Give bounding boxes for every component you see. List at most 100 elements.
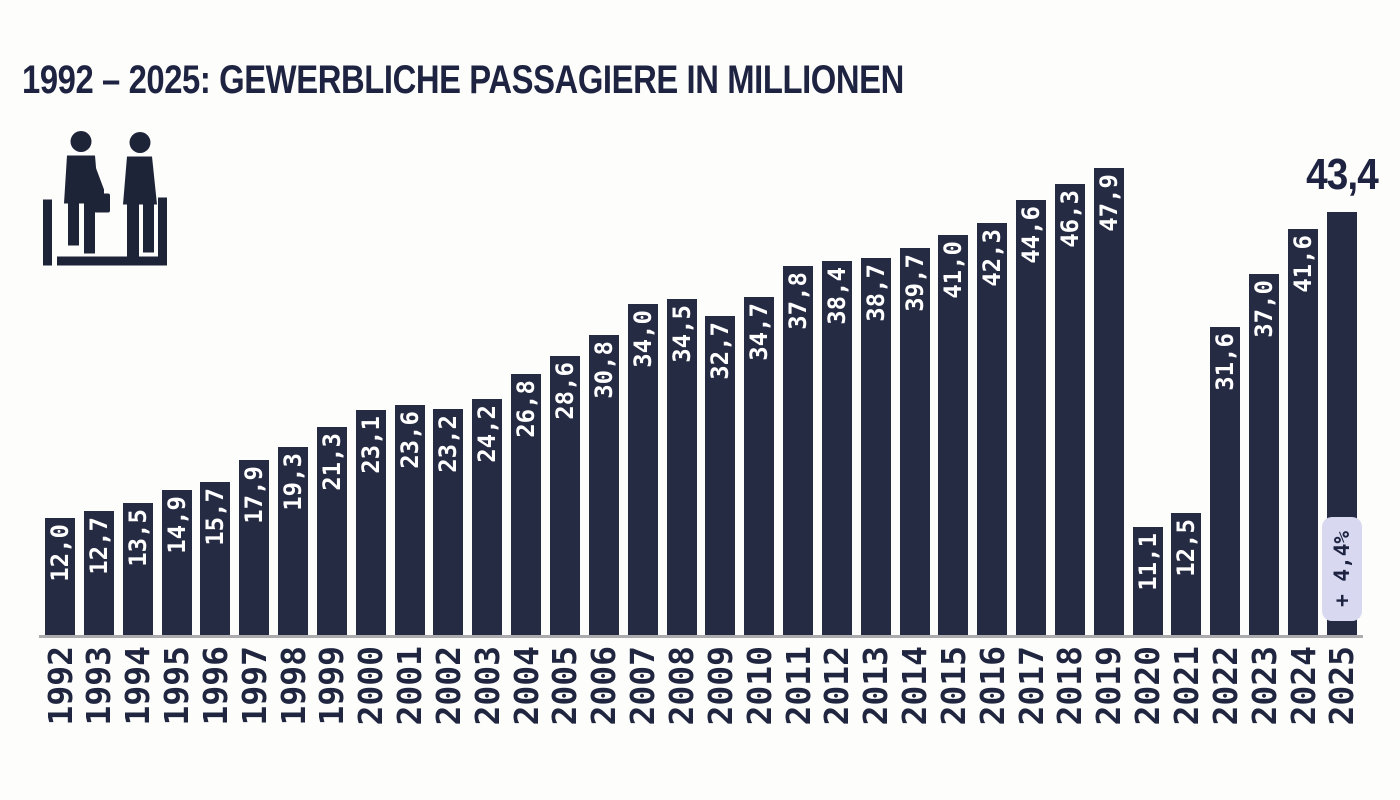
bar-value-label: 21,3 xyxy=(317,433,346,491)
bar-value-label: 14,9 xyxy=(162,496,191,554)
growth-badge: + 4,4% xyxy=(1321,517,1362,621)
x-tick-label: 1997 xyxy=(234,646,274,726)
x-tick-label: 2025 xyxy=(1322,646,1362,726)
x-tick-label: 1994 xyxy=(118,646,158,726)
bar-value-label: 37,8 xyxy=(784,272,813,330)
bar-2016: 42,3 xyxy=(977,223,1008,635)
x-tick-2010: 2010 xyxy=(740,646,779,725)
bar-1992: 12,0 xyxy=(45,518,75,635)
x-tick-label: 2002 xyxy=(428,646,468,726)
bar-value-label: 42,3 xyxy=(978,229,1007,287)
bar-value-label: 24,2 xyxy=(473,405,502,463)
x-tick-label: 2014 xyxy=(895,646,935,726)
x-tick-1994: 1994 xyxy=(118,646,157,725)
x-tick-2023: 2023 xyxy=(1245,646,1284,725)
bar-value-label: 32,7 xyxy=(706,322,735,380)
x-axis-labels: 1992 1993 1994 1995 1996 1997 1998 1999 2000 2001… xyxy=(39,646,1363,725)
x-tick-label: 2009 xyxy=(700,646,740,726)
chart-title: 1992 – 2025: GEWERBLICHE PASSAGIERE IN M… xyxy=(22,58,904,102)
bar-value-label: 23,1 xyxy=(356,416,385,474)
bar-1995: 14,9 xyxy=(161,490,192,635)
bar-1994: 13,5 xyxy=(122,503,153,635)
x-tick-label: 2005 xyxy=(545,646,585,726)
bar-2006: 30,8 xyxy=(588,335,619,635)
bar-2013: 38,7 xyxy=(860,258,891,635)
x-tick-label: 2019 xyxy=(1089,646,1129,726)
bar-value-label: 17,9 xyxy=(240,466,269,524)
x-tick-1997: 1997 xyxy=(235,646,274,725)
bar-2010: 34,7 xyxy=(744,297,775,635)
x-tick-label: 2015 xyxy=(933,646,973,726)
x-tick-2009: 2009 xyxy=(701,646,740,725)
bar-value-label: 47,9 xyxy=(1094,174,1123,232)
bar-2017: 44,6 xyxy=(1016,200,1047,635)
bar-value-label: 41,0 xyxy=(939,241,968,299)
x-tick-2018: 2018 xyxy=(1050,646,1089,725)
x-tick-label: 2020 xyxy=(1128,646,1168,726)
x-tick-1993: 1993 xyxy=(79,646,118,725)
bar-2011: 37,8 xyxy=(783,266,814,635)
x-tick-2017: 2017 xyxy=(1012,646,1051,725)
bar-2023: 37,0 xyxy=(1249,274,1280,635)
bar-2000: 23,1 xyxy=(355,410,386,635)
bar-value-label: 23,6 xyxy=(395,411,424,469)
x-tick-2013: 2013 xyxy=(856,646,895,725)
bar-value-label: 19,3 xyxy=(279,453,308,511)
x-tick-2015: 2015 xyxy=(934,646,973,725)
x-tick-label: 2016 xyxy=(972,646,1012,726)
x-tick-1992: 1992 xyxy=(41,646,80,725)
x-tick-label: 2003 xyxy=(467,646,507,726)
bar-2012: 38,4 xyxy=(821,261,852,635)
x-tick-1998: 1998 xyxy=(274,646,313,725)
x-tick-label: 2022 xyxy=(1205,646,1245,726)
bar-1993: 12,7 xyxy=(83,511,114,635)
x-tick-2016: 2016 xyxy=(973,646,1012,725)
x-tick-label: 1999 xyxy=(312,646,352,726)
x-tick-label: 2021 xyxy=(1166,646,1206,726)
x-tick-2007: 2007 xyxy=(623,646,662,725)
x-tick-2005: 2005 xyxy=(545,646,584,725)
x-tick-2001: 2001 xyxy=(390,646,429,725)
bar-2015: 41,0 xyxy=(938,235,969,635)
bar-2009: 32,7 xyxy=(705,316,736,635)
bar-value-label: 34,5 xyxy=(667,305,696,363)
x-tick-2022: 2022 xyxy=(1206,646,1245,725)
highlight-value-label: 43,4 xyxy=(1305,150,1379,199)
x-tick-2008: 2008 xyxy=(662,646,701,725)
x-tick-label: 2000 xyxy=(351,646,391,726)
bar-value-label: 15,7 xyxy=(201,488,230,546)
x-tick-2021: 2021 xyxy=(1167,646,1206,725)
bar-2001: 23,6 xyxy=(394,405,425,635)
bar-2004: 26,8 xyxy=(511,374,542,635)
plot-area: 12,0 12,7 13,5 14,9 15,7 17,9 19,3 21,3 23,1 23,6… xyxy=(39,150,1379,638)
x-tick-2000: 2000 xyxy=(351,646,390,725)
x-tick-label: 2008 xyxy=(662,646,701,726)
bar-2022: 31,6 xyxy=(1210,327,1241,635)
bar-value-label: 12,5 xyxy=(1172,519,1201,577)
x-tick-2019: 2019 xyxy=(1089,646,1128,725)
bar-2021: 12,5 xyxy=(1171,513,1202,635)
bar-2020: 11,1 xyxy=(1132,527,1163,635)
x-tick-label: 2017 xyxy=(1011,646,1051,726)
x-tick-label: 2011 xyxy=(778,646,818,726)
bar-value-label: 38,7 xyxy=(861,264,890,322)
bar-value-label: 31,6 xyxy=(1211,333,1240,391)
bar-value-label: 12,0 xyxy=(46,524,74,582)
x-tick-2002: 2002 xyxy=(429,646,468,725)
x-tick-2003: 2003 xyxy=(468,646,507,725)
passengers-icon xyxy=(40,126,170,274)
x-tick-label: 2006 xyxy=(584,646,624,726)
x-tick-label: 1998 xyxy=(273,646,313,726)
bar-value-label: 11,1 xyxy=(1133,533,1162,591)
bar-value-label: 44,6 xyxy=(1017,206,1046,264)
bar-value-label: 38,4 xyxy=(822,267,851,325)
x-tick-2004: 2004 xyxy=(507,646,546,725)
bar-value-label: 13,5 xyxy=(123,509,152,567)
x-tick-2014: 2014 xyxy=(895,646,934,725)
bar-value-label: 37,0 xyxy=(1250,280,1279,338)
bar-value-label: 12,7 xyxy=(84,517,113,575)
x-tick-label: 2012 xyxy=(817,646,857,726)
bar-2003: 24,2 xyxy=(472,399,503,635)
x-tick-2020: 2020 xyxy=(1128,646,1167,725)
x-tick-label: 2024 xyxy=(1283,646,1323,726)
